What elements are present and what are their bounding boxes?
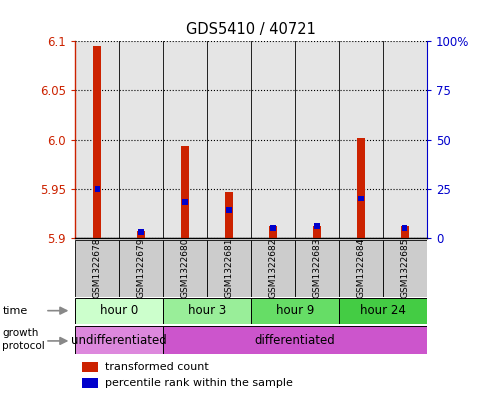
- Bar: [312, 226, 320, 238]
- Text: GSM1322684: GSM1322684: [356, 238, 364, 298]
- Bar: [250, 41, 294, 238]
- Bar: [356, 138, 364, 238]
- Bar: [358, 196, 363, 202]
- Text: hour 3: hour 3: [187, 304, 226, 318]
- Bar: [338, 41, 382, 238]
- Text: GSM1322685: GSM1322685: [399, 238, 408, 298]
- Title: GDS5410 / 40721: GDS5410 / 40721: [186, 22, 315, 37]
- Bar: [225, 192, 232, 238]
- Text: time: time: [2, 306, 28, 316]
- Bar: [82, 378, 98, 387]
- Bar: [163, 240, 207, 297]
- Text: GSM1322678: GSM1322678: [92, 238, 102, 298]
- Bar: [181, 147, 189, 238]
- Text: hour 24: hour 24: [359, 304, 405, 318]
- Text: growth
protocol: growth protocol: [2, 329, 45, 351]
- Text: undifferentiated: undifferentiated: [71, 334, 166, 347]
- Bar: [163, 326, 426, 354]
- Bar: [270, 225, 275, 231]
- Bar: [207, 240, 251, 297]
- Bar: [94, 186, 100, 192]
- Bar: [226, 208, 231, 213]
- Text: transformed count: transformed count: [105, 362, 209, 372]
- Bar: [75, 326, 163, 354]
- Bar: [251, 240, 294, 297]
- Text: hour 0: hour 0: [100, 304, 138, 318]
- Bar: [75, 298, 163, 324]
- Bar: [338, 240, 382, 297]
- Bar: [400, 226, 408, 238]
- Bar: [269, 226, 276, 238]
- Bar: [163, 298, 251, 324]
- Bar: [163, 41, 207, 238]
- Text: GSM1322679: GSM1322679: [136, 238, 145, 298]
- Bar: [382, 240, 426, 297]
- Bar: [75, 41, 119, 238]
- Text: hour 9: hour 9: [275, 304, 314, 318]
- Bar: [82, 362, 98, 372]
- Bar: [294, 41, 338, 238]
- Bar: [137, 231, 145, 238]
- Bar: [182, 200, 187, 206]
- Bar: [75, 240, 119, 297]
- Text: GSM1322682: GSM1322682: [268, 238, 277, 298]
- Text: differentiated: differentiated: [254, 334, 334, 347]
- Text: GSM1322680: GSM1322680: [180, 238, 189, 298]
- Text: GSM1322683: GSM1322683: [312, 238, 321, 298]
- Bar: [401, 225, 407, 231]
- Bar: [119, 41, 163, 238]
- Bar: [294, 240, 338, 297]
- Bar: [314, 223, 319, 229]
- Text: percentile rank within the sample: percentile rank within the sample: [105, 378, 292, 387]
- Bar: [382, 41, 426, 238]
- Bar: [93, 46, 101, 238]
- Bar: [138, 229, 143, 235]
- Bar: [119, 240, 163, 297]
- Bar: [251, 298, 338, 324]
- Bar: [207, 41, 251, 238]
- Text: GSM1322681: GSM1322681: [224, 238, 233, 298]
- Bar: [338, 298, 426, 324]
